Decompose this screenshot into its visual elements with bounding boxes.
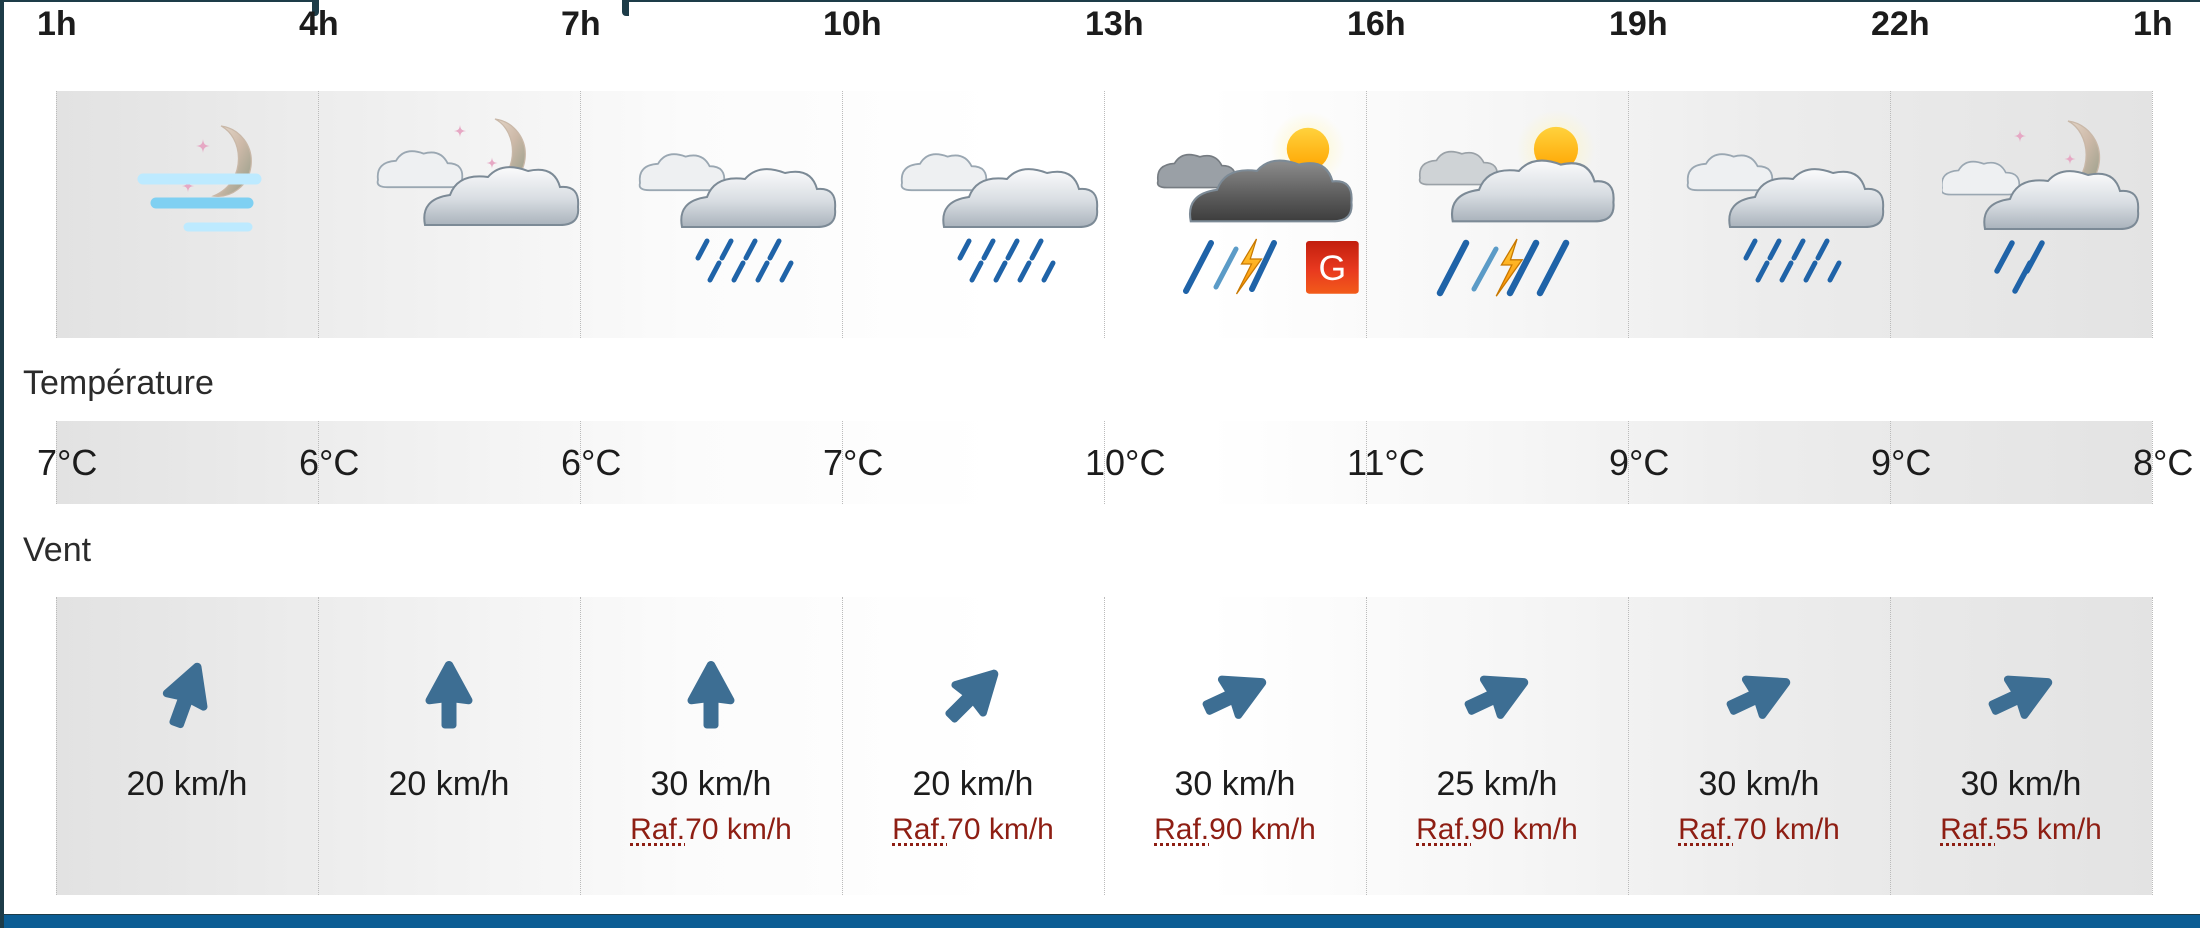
svg-text:G: G [1318,248,1346,288]
